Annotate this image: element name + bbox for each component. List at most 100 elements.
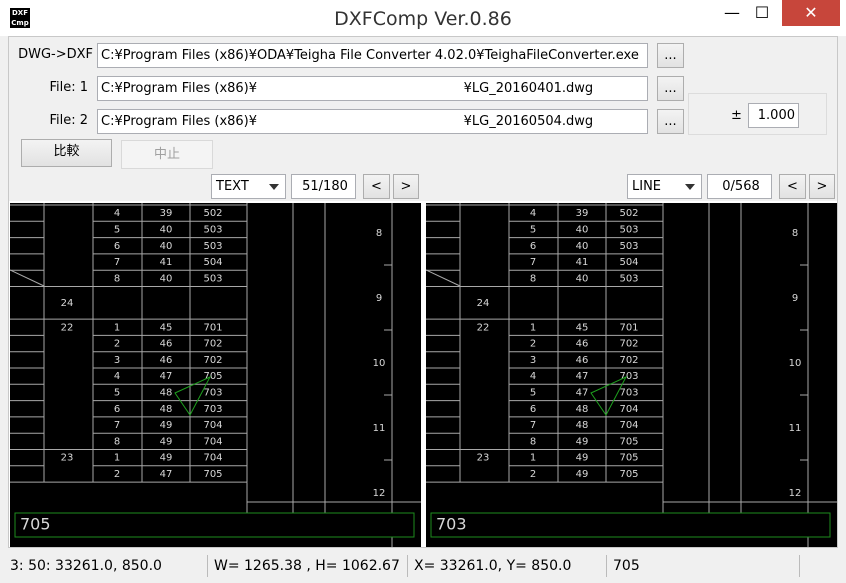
table-cell: 705 [203,371,222,382]
title-bar: DXF Cmp DXFComp Ver.0.86 — ☐ ✕ [0,0,846,36]
file2-path[interactable]: C:¥Program Files (x86)¥ ¥LG_20160504.dwg [97,109,648,134]
dwg-dxf-label: DWG->DXF [18,47,93,62]
table-cell: 705 [619,453,638,464]
table-cell: 703 [203,404,222,415]
table-cell: 6 [114,241,120,252]
table-cell: 40 [160,241,173,252]
table-cell: 2 [530,469,536,480]
table-cell: 503 [619,273,638,284]
table-cell: 6 [530,241,536,252]
table-cell: 503 [203,224,222,235]
tolerance-sign: ± [731,108,742,123]
status-size: W= 1265.38 , H= 1062.67 [212,555,408,577]
browse-button[interactable]: ... [657,109,684,134]
table-cell: 502 [619,208,638,219]
table-cell: 40 [576,224,589,235]
table-cell: 2 [114,469,120,480]
table-cell: 41 [160,257,173,268]
table-cell: 6 [114,404,120,415]
group-label: 23 [477,453,490,464]
file1-path[interactable]: C:¥Program Files (x86)¥ ¥LG_20160401.dwg [97,76,648,101]
table-cell: 8 [530,436,536,447]
leader-line [10,269,45,287]
app-icon: DXF Cmp [10,8,30,28]
table-cell: 704 [203,420,222,431]
window-title: DXFComp Ver.0.86 [334,8,512,30]
table-cell: 48 [160,404,173,415]
table-cell: 48 [576,404,589,415]
diff-counter: 0/568 [707,174,772,199]
ruler-label: 9 [376,293,382,304]
table-cell: 41 [576,257,589,268]
table-cell: 5 [114,387,120,398]
table-cell: 47 [576,387,589,398]
table-cell: 504 [203,257,222,268]
group-label: 22 [477,322,490,333]
table-cell: 1 [530,453,536,464]
table-cell: 704 [203,453,222,464]
next-button[interactable]: > [393,174,419,199]
ruler-label: 10 [789,358,802,369]
status-position: X= 33261.0, Y= 850.0 [412,555,607,577]
table-cell: 502 [203,208,222,219]
status-cursor: 3: 50: 33261.0, 850.0 [8,555,208,577]
next-button[interactable]: > [809,174,835,199]
table-cell: 49 [160,436,173,447]
table-cell: 705 [619,436,638,447]
table-cell: 704 [619,404,638,415]
table-cell: 1 [530,322,536,333]
converter-path[interactable]: C:¥Program Files (x86)¥ODA¥Teigha File C… [97,43,648,68]
table-cell: 705 [619,469,638,480]
table-cell: 702 [619,339,638,350]
table-cell: 503 [203,273,222,284]
info-text: 705 [20,515,51,534]
maximize-button[interactable]: ☐ [754,3,770,22]
table-cell: 46 [160,355,173,366]
table-cell: 703 [619,371,638,382]
table-cell: 704 [619,420,638,431]
table-cell: 48 [576,420,589,431]
ruler-label: 8 [792,228,798,239]
table-cell: 4 [530,208,536,219]
group-label: 23 [61,453,74,464]
table-cell: 39 [160,208,173,219]
close-button[interactable]: ✕ [782,0,840,26]
prev-button[interactable]: < [363,174,390,199]
table-cell: 49 [576,453,589,464]
browse-button[interactable]: ... [657,76,684,101]
table-cell: 45 [576,322,589,333]
table-cell: 2 [114,339,120,350]
diff-counter: 51/180 [291,174,356,199]
tolerance-group [688,93,827,135]
table-cell: 701 [203,322,222,333]
tolerance-input[interactable]: 1.000 [748,103,799,128]
table-cell: 1 [114,453,120,464]
ruler-label: 12 [373,488,386,499]
table-cell: 504 [619,257,638,268]
ruler-label: 11 [373,423,386,434]
browse-button[interactable]: ... [657,43,684,68]
table-cell: 7 [114,257,120,268]
entity-type-select[interactable]: TEXT [211,174,286,199]
compare-button[interactable]: 比較 [21,139,112,167]
stop-button: 中止 [121,140,213,169]
ruler-label: 10 [373,358,386,369]
info-text: 703 [436,515,467,534]
table-cell: 703 [619,387,638,398]
table-cell: 49 [576,469,589,480]
table-cell: 47 [576,371,589,382]
table-cell: 704 [203,436,222,447]
ruler-label: 9 [792,293,798,304]
info-box [430,512,831,538]
prev-button[interactable]: < [779,174,806,199]
table-cell: 40 [576,273,589,284]
table-cell: 4 [114,371,120,382]
table-cell: 5 [530,224,536,235]
entity-type-select[interactable]: LINE [627,174,702,199]
table-cell: 46 [160,339,173,350]
minimize-button[interactable]: — [724,3,740,22]
file2-label: File: 2 [49,113,88,128]
